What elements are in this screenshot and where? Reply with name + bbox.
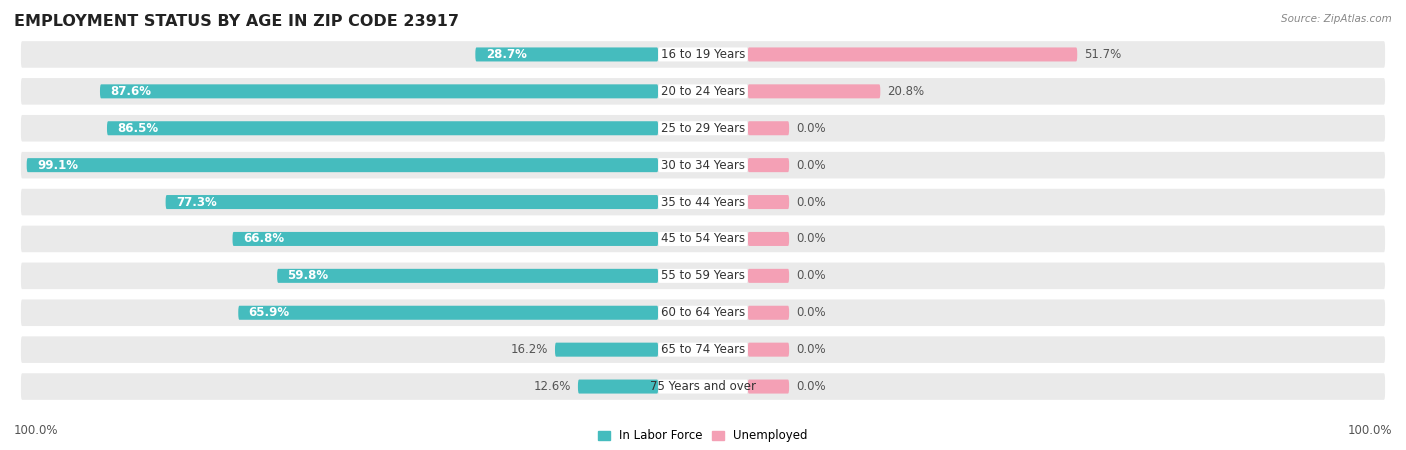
- Text: 59.8%: 59.8%: [287, 270, 329, 282]
- Text: 0.0%: 0.0%: [796, 233, 825, 245]
- Text: 51.7%: 51.7%: [1084, 48, 1122, 61]
- FancyBboxPatch shape: [658, 342, 748, 357]
- Text: 0.0%: 0.0%: [796, 270, 825, 282]
- FancyBboxPatch shape: [277, 269, 658, 283]
- FancyBboxPatch shape: [578, 379, 658, 394]
- FancyBboxPatch shape: [238, 306, 658, 320]
- FancyBboxPatch shape: [555, 342, 658, 357]
- FancyBboxPatch shape: [21, 336, 1385, 363]
- Text: 55 to 59 Years: 55 to 59 Years: [661, 270, 745, 282]
- FancyBboxPatch shape: [748, 306, 789, 320]
- FancyBboxPatch shape: [748, 342, 789, 357]
- Legend: In Labor Force, Unemployed: In Labor Force, Unemployed: [593, 425, 813, 447]
- Text: 25 to 29 Years: 25 to 29 Years: [661, 122, 745, 135]
- Text: 0.0%: 0.0%: [796, 159, 825, 171]
- Text: Source: ZipAtlas.com: Source: ZipAtlas.com: [1281, 14, 1392, 23]
- FancyBboxPatch shape: [21, 115, 1385, 142]
- FancyBboxPatch shape: [748, 232, 789, 246]
- FancyBboxPatch shape: [748, 269, 789, 283]
- FancyBboxPatch shape: [21, 299, 1385, 326]
- FancyBboxPatch shape: [658, 84, 748, 99]
- Text: 87.6%: 87.6%: [110, 85, 152, 98]
- Text: 75 Years and over: 75 Years and over: [650, 380, 756, 393]
- Text: 16 to 19 Years: 16 to 19 Years: [661, 48, 745, 61]
- Text: 100.0%: 100.0%: [1347, 423, 1392, 436]
- FancyBboxPatch shape: [475, 47, 658, 62]
- Text: 60 to 64 Years: 60 to 64 Years: [661, 306, 745, 319]
- Text: 66.8%: 66.8%: [243, 233, 284, 245]
- Text: 77.3%: 77.3%: [176, 196, 217, 208]
- FancyBboxPatch shape: [21, 152, 1385, 179]
- FancyBboxPatch shape: [21, 262, 1385, 289]
- FancyBboxPatch shape: [21, 41, 1385, 68]
- FancyBboxPatch shape: [21, 225, 1385, 252]
- FancyBboxPatch shape: [658, 269, 748, 283]
- Text: 0.0%: 0.0%: [796, 306, 825, 319]
- Text: 16.2%: 16.2%: [510, 343, 548, 356]
- FancyBboxPatch shape: [748, 195, 789, 209]
- FancyBboxPatch shape: [748, 121, 789, 135]
- FancyBboxPatch shape: [107, 121, 658, 135]
- FancyBboxPatch shape: [658, 121, 748, 135]
- Text: EMPLOYMENT STATUS BY AGE IN ZIP CODE 23917: EMPLOYMENT STATUS BY AGE IN ZIP CODE 239…: [14, 14, 460, 28]
- FancyBboxPatch shape: [658, 47, 748, 62]
- Text: 20 to 24 Years: 20 to 24 Years: [661, 85, 745, 98]
- Text: 65.9%: 65.9%: [249, 306, 290, 319]
- FancyBboxPatch shape: [658, 158, 748, 172]
- Text: 0.0%: 0.0%: [796, 380, 825, 393]
- FancyBboxPatch shape: [748, 158, 789, 172]
- FancyBboxPatch shape: [27, 158, 658, 172]
- Text: 45 to 54 Years: 45 to 54 Years: [661, 233, 745, 245]
- Text: 20.8%: 20.8%: [887, 85, 924, 98]
- Text: 65 to 74 Years: 65 to 74 Years: [661, 343, 745, 356]
- FancyBboxPatch shape: [21, 78, 1385, 105]
- FancyBboxPatch shape: [100, 84, 658, 99]
- Text: 0.0%: 0.0%: [796, 343, 825, 356]
- FancyBboxPatch shape: [658, 195, 748, 209]
- FancyBboxPatch shape: [748, 379, 789, 394]
- Text: 12.6%: 12.6%: [534, 380, 571, 393]
- FancyBboxPatch shape: [658, 306, 748, 320]
- FancyBboxPatch shape: [658, 379, 748, 394]
- Text: 28.7%: 28.7%: [485, 48, 526, 61]
- FancyBboxPatch shape: [748, 47, 1077, 62]
- Text: 86.5%: 86.5%: [117, 122, 159, 135]
- Text: 0.0%: 0.0%: [796, 196, 825, 208]
- Text: 0.0%: 0.0%: [796, 122, 825, 135]
- FancyBboxPatch shape: [232, 232, 658, 246]
- Text: 35 to 44 Years: 35 to 44 Years: [661, 196, 745, 208]
- FancyBboxPatch shape: [658, 232, 748, 246]
- FancyBboxPatch shape: [748, 84, 880, 99]
- FancyBboxPatch shape: [166, 195, 658, 209]
- Text: 30 to 34 Years: 30 to 34 Years: [661, 159, 745, 171]
- Text: 99.1%: 99.1%: [37, 159, 77, 171]
- FancyBboxPatch shape: [21, 189, 1385, 216]
- Text: 100.0%: 100.0%: [14, 423, 59, 436]
- FancyBboxPatch shape: [21, 373, 1385, 400]
